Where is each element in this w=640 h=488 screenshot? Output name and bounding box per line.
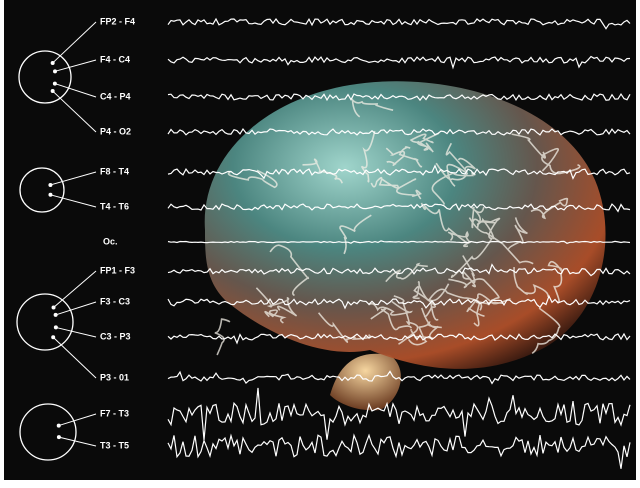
channel-label: P3 - 01 [100, 372, 129, 382]
channel-label: T4 - T6 [100, 201, 129, 211]
channel-label: C3 - P3 [100, 331, 131, 341]
channel-label: C4 - P4 [100, 91, 131, 101]
electrode [51, 61, 54, 64]
electrode [54, 70, 57, 73]
channel-label: FP2 - F4 [100, 16, 135, 26]
electrode [57, 436, 60, 439]
channel-label: F3 - C3 [100, 296, 130, 306]
channel-label: Oc. [103, 236, 118, 246]
electrode [51, 90, 54, 93]
electrode [52, 336, 55, 339]
channel-label: F7 - T3 [100, 408, 129, 418]
channel-label: T3 - T5 [100, 440, 129, 450]
electrode [57, 424, 60, 427]
channel-label: FP1 - F3 [100, 265, 135, 275]
channel-label: P4 - O2 [100, 126, 131, 136]
channel-label: F8 - T4 [100, 166, 129, 176]
electrode [49, 193, 52, 196]
channel-label: F4 - C4 [100, 54, 130, 64]
electrode [53, 82, 56, 85]
electrode [54, 313, 57, 316]
electrode [52, 306, 55, 309]
electrode [49, 183, 52, 186]
eeg-illustration: FP2 - F4 F4 - C4 C4 - P4 P4 - O2 F8 - T4 T4 -… [0, 0, 640, 488]
electrode [54, 326, 57, 329]
